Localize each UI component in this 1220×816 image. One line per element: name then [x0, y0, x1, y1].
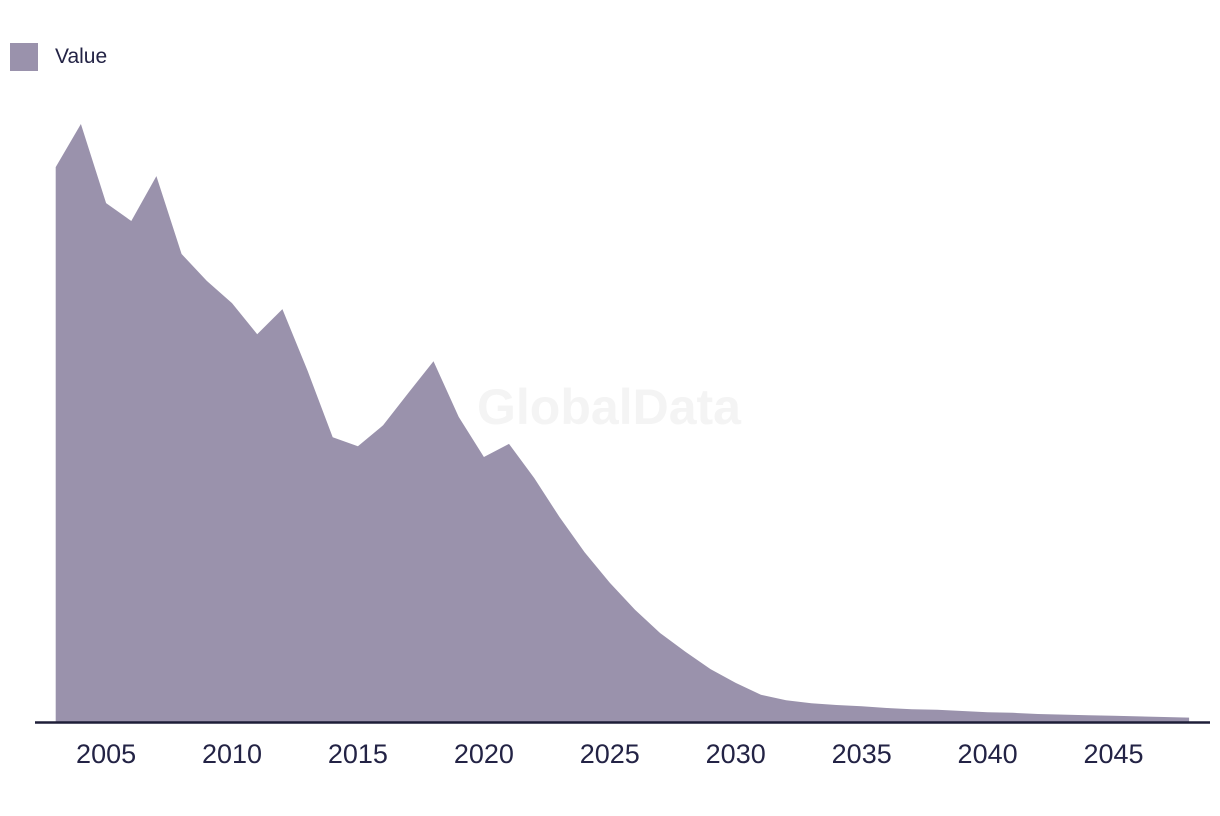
x-tick-label: 2015	[328, 739, 388, 769]
legend-label: Value	[55, 45, 108, 68]
legend-swatch	[10, 43, 38, 71]
x-tick-label: 2045	[1083, 739, 1143, 769]
x-tick-label: 2010	[202, 739, 262, 769]
area-series-value[interactable]	[55, 124, 1190, 723]
legend-item-value[interactable]: Value	[10, 43, 107, 71]
x-tick-label: 2005	[76, 739, 136, 769]
x-tick-label: 2035	[832, 739, 892, 769]
x-tick-label: 2020	[454, 739, 514, 769]
x-axis-tick-labels: 2005 2010 2015 2020 2025 2030 2035 2040 2045	[76, 739, 1143, 769]
watermark-text: GlobalData	[477, 379, 742, 435]
x-tick-label: 2040	[958, 739, 1018, 769]
x-tick-label: 2025	[580, 739, 640, 769]
x-tick-label: 2030	[706, 739, 766, 769]
